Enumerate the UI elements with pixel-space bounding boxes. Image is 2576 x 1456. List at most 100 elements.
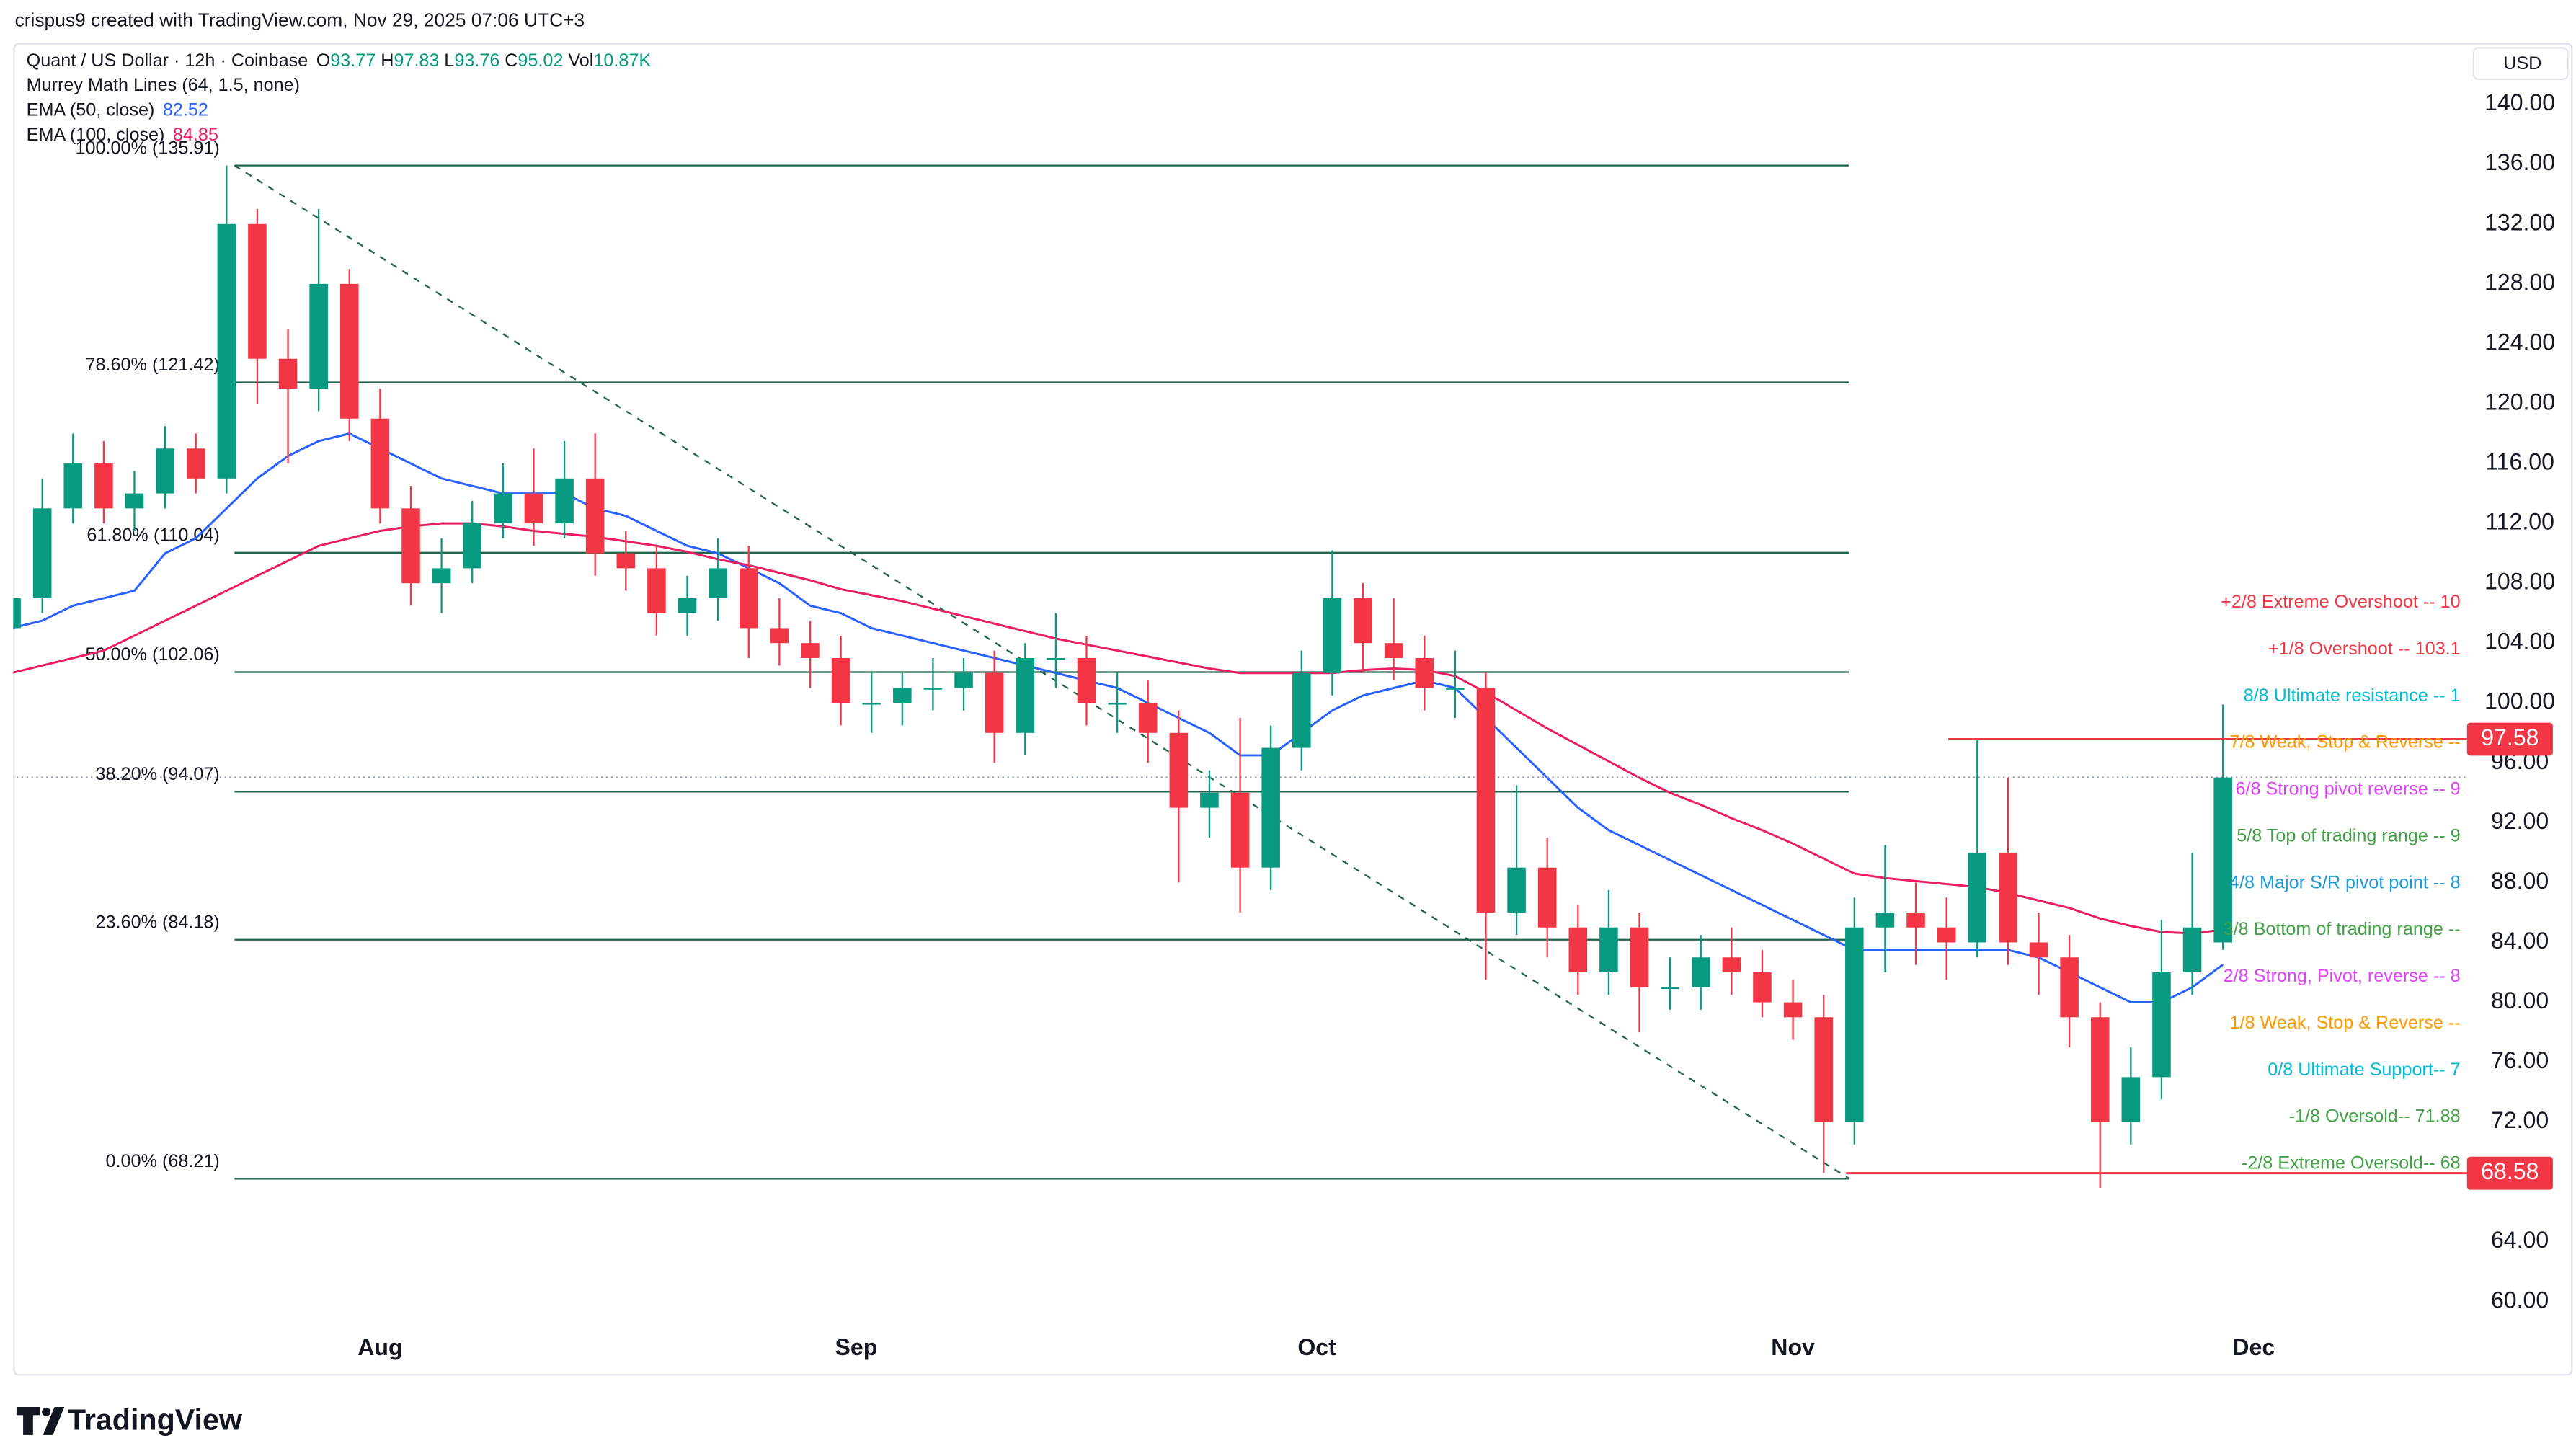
candle-body	[1261, 747, 1280, 868]
x-tick-label: Aug	[357, 1334, 402, 1360]
legend-value: 93.76	[454, 50, 499, 70]
header-text: crispus9 created with TradingView.com, N…	[15, 9, 585, 31]
candle-body	[2213, 777, 2232, 943]
candle-body	[801, 643, 820, 658]
candle-body	[2121, 1077, 2141, 1122]
y-tick-label: 116.00	[2485, 449, 2554, 475]
candle-body	[1599, 927, 1618, 973]
legend-key: C	[505, 50, 518, 70]
murrey-label: 6/8 Strong pivot reverse -- 9	[2235, 779, 2460, 799]
candle-body	[524, 493, 543, 524]
price-tag-label: 68.58	[2481, 1158, 2539, 1184]
candle-body	[1753, 972, 1772, 1003]
price-tag	[2466, 722, 2553, 756]
x-tick-label: Oct	[1297, 1334, 1336, 1360]
y-tick-label: 136.00	[2484, 149, 2555, 175]
murrey-label: 7/8 Weak, Stop & Reverse --	[2230, 732, 2461, 753]
candle-body	[94, 463, 113, 509]
candle-body	[1661, 987, 1679, 990]
fib-label: 78.60% (121.42)	[86, 355, 220, 375]
legend-key: Vol	[568, 50, 593, 70]
candle-body	[156, 448, 174, 494]
candle-body	[309, 283, 328, 389]
overlay: Quant / US Dollar · 12h · Coinbase O93.77…	[27, 50, 2555, 1360]
y-tick-label: 60.00	[2491, 1287, 2549, 1313]
candle-body	[1691, 957, 1710, 987]
candle-body	[831, 657, 850, 703]
y-tick-label: 132.00	[2484, 209, 2555, 235]
murrey-label: -2/8 Extreme Oversold-- 68	[2242, 1153, 2461, 1173]
candle-body	[1323, 598, 1342, 673]
symbol-title: Quant / US Dollar · 12h · Coinbase	[27, 50, 308, 70]
candle-body	[13, 598, 21, 629]
candle-body	[1537, 867, 1557, 928]
candle-body	[1875, 912, 1895, 928]
indicator-name: EMA (100, close)	[27, 125, 165, 145]
logo-mark	[16, 1406, 65, 1435]
y-tick-label: 128.00	[2484, 269, 2555, 295]
legend-line: Quant / US Dollar · 12h · Coinbase O93.77…	[27, 50, 652, 70]
fib-label: 50.00% (102.06)	[86, 644, 220, 665]
candle-body	[770, 628, 789, 644]
y-tick-label: 100.00	[2484, 688, 2555, 714]
candle-body	[1230, 792, 1250, 868]
candle-body	[125, 493, 144, 509]
candle-body	[2090, 1017, 2110, 1122]
legend-key: L	[444, 50, 454, 70]
y-tick-label: 88.00	[2491, 868, 2549, 894]
candle-body	[1138, 703, 1158, 733]
y-tick-label: 108.00	[2484, 569, 2555, 595]
ema-line	[13, 522, 2224, 935]
chart-frame	[13, 43, 2573, 1376]
murrey-label: 1/8 Weak, Stop & Reverse --	[2230, 1013, 2461, 1033]
candle-body	[1415, 657, 1434, 688]
candle-body	[1200, 792, 1219, 808]
candle-body	[32, 508, 52, 598]
y-tick-label: 112.00	[2485, 509, 2554, 535]
price-tag	[2466, 1156, 2553, 1190]
y-tick-label: 120.00	[2484, 389, 2555, 414]
candle-body	[432, 568, 451, 584]
legend-value: 10.87	[593, 50, 639, 70]
indicator-value: 84.85	[173, 125, 218, 145]
candle-body	[1906, 912, 1925, 928]
murrey-label: 4/8 Major S/R pivot point -- 8	[2229, 872, 2461, 892]
price-tag-label: 97.58	[2481, 724, 2539, 750]
candle-body	[1292, 672, 1311, 748]
y-tick-label: 140.00	[2484, 89, 2555, 115]
legend-key: O	[316, 50, 331, 70]
x-tick-label: Sep	[835, 1334, 877, 1360]
candle-body	[1047, 657, 1065, 660]
candle-body	[1722, 957, 1741, 973]
murrey-label: -1/8 Oversold-- 71.88	[2289, 1106, 2461, 1127]
currency-box	[2472, 47, 2569, 81]
candle-body	[678, 598, 697, 613]
candle-body	[1814, 1017, 1833, 1122]
indicator-legend: Murrey Math Lines (64, 1.5, none)	[27, 75, 300, 95]
brand-name: TradingView	[68, 1403, 243, 1436]
y-tick-label: 80.00	[2491, 987, 2549, 1013]
y-tick-label: 76.00	[2491, 1047, 2549, 1073]
logo-dot	[42, 1407, 51, 1416]
candle-body	[1630, 927, 1649, 987]
indicator-name: Murrey Math Lines (64, 1.5, none)	[27, 75, 300, 95]
plot-area: 100.00% (135.91)78.60% (121.42)61.80% (1…	[13, 138, 2467, 1189]
x-tick-label: Dec	[2232, 1334, 2275, 1360]
murrey-label: 0/8 Ultimate Support-- 7	[2268, 1060, 2460, 1080]
fib-label: 100.00% (135.91)	[76, 138, 220, 158]
indicator-legend: EMA (100, close) 84.85	[27, 125, 218, 145]
candle-body	[494, 493, 512, 524]
trend-line	[234, 164, 1850, 1180]
candle-body	[616, 553, 636, 569]
candle-body	[217, 223, 236, 479]
candle-body	[585, 478, 605, 554]
murrey-label: 3/8 Bottom of trading range --	[2224, 919, 2461, 939]
fib-label: 0.00% (68.21)	[106, 1151, 220, 1171]
y-tick-label: 84.00	[2491, 928, 2549, 954]
candle-body	[555, 478, 574, 524]
y-tick-label: 124.00	[2484, 329, 2555, 355]
candle-body	[1384, 643, 1403, 658]
murrey-label: +1/8 Overshoot -- 103.1	[2268, 639, 2461, 659]
